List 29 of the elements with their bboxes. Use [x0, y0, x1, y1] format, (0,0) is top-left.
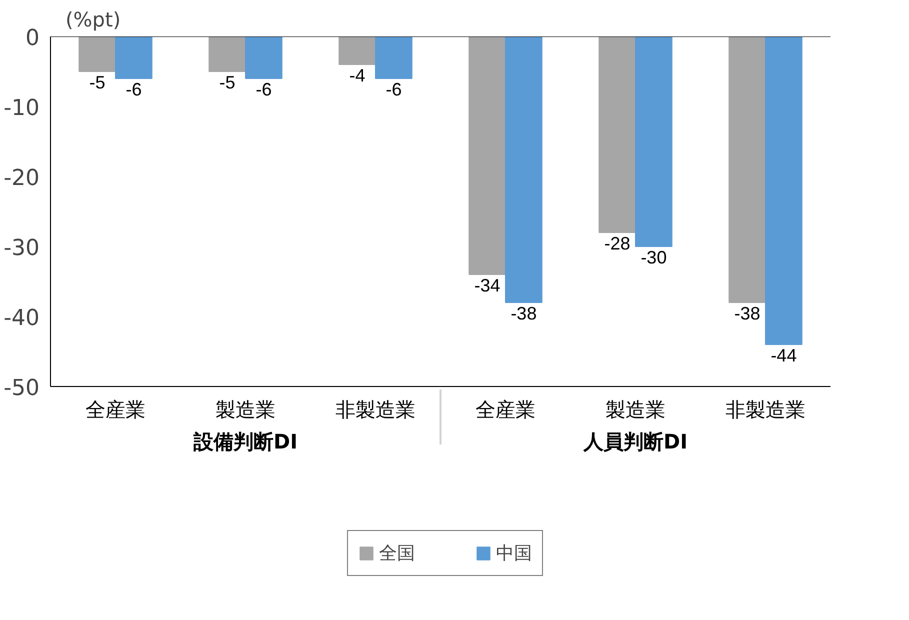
- data-label: -34: [474, 276, 500, 296]
- data-label: -6: [126, 80, 142, 100]
- data-label: -5: [219, 72, 236, 92]
- legend-label: 全国: [378, 542, 415, 564]
- data-label: -44: [770, 346, 797, 366]
- data-label: -4: [349, 66, 366, 86]
- text: 設備判断DI: [192, 430, 298, 454]
- y-axis-title: (%pt): [66, 8, 121, 32]
- y-tick-label: -30: [4, 236, 40, 261]
- x-tick-label: 非製造業: [336, 398, 416, 422]
- y-tick-label: -20: [4, 166, 40, 191]
- y-tick-label: 0: [26, 26, 40, 51]
- data-label: -5: [89, 72, 106, 92]
- y-tick-label: -10: [4, 96, 40, 121]
- y-tick-label: -50: [4, 376, 40, 401]
- legend-label: 中国: [496, 542, 532, 564]
- text: 人員判断DI: [582, 430, 688, 454]
- y-tick-label: -40: [4, 306, 40, 331]
- x-tick-label: 製造業: [606, 398, 666, 422]
- data-label: -6: [386, 80, 402, 100]
- data-label: -6: [256, 80, 272, 100]
- data-label: -28: [604, 234, 630, 254]
- x-tick-label: 全産業: [476, 398, 536, 422]
- x-tick-label: 非製造業: [726, 398, 806, 422]
- data-label: -38: [510, 304, 537, 324]
- x-tick-label: 全産業: [86, 398, 146, 422]
- x-tick-label: 製造業: [216, 398, 276, 422]
- data-label: -30: [640, 248, 667, 268]
- data-label: -38: [734, 304, 760, 324]
